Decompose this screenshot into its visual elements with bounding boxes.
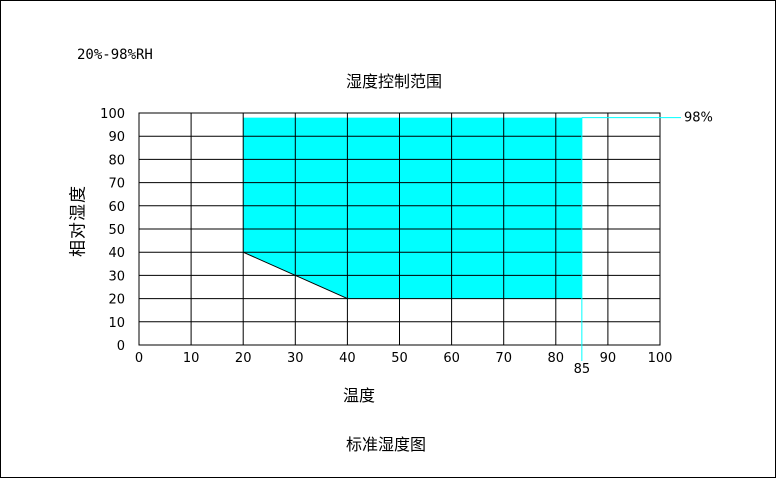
x-tick-label: 60 [443,351,460,366]
x-tick-label: 30 [287,351,304,366]
x-tick-label: 50 [391,351,408,366]
x-tick-label: 100 [648,351,673,366]
range-label: 20%-98%RH [77,47,153,63]
y-tick-label: 30 [108,269,125,284]
x-axis-title: 温度 [343,386,376,405]
x-tick-label: 0 [135,351,143,366]
y-tick-label: 40 [108,246,125,261]
figure-caption: 标准湿度图 [346,435,427,454]
x-tick-label: 80 [548,351,565,366]
x-tick-label: 90 [600,351,617,366]
x-tick-label: 40 [339,351,356,366]
x-tick-label: 20 [235,351,252,366]
y-tick-label: 90 [108,130,125,145]
temperature-limit-label: 85 [574,362,591,377]
y-tick-label: 100 [100,107,125,122]
humidity-limit-label: 98% [684,111,713,126]
plot-border [138,112,661,346]
y-tick-label: 20 [108,293,125,308]
y-tick-label: 60 [108,200,125,215]
humidity-control-region [243,117,582,299]
x-tick-label: 70 [495,351,512,366]
y-tick-label: 0 [117,339,125,354]
y-tick-label: 80 [108,153,125,168]
y-tick-label: 10 [108,316,125,331]
x-tick-label: 10 [183,351,200,366]
region-boundary-line [242,251,348,300]
y-tick-label: 70 [108,177,125,192]
y-tick-label: 50 [108,223,125,238]
chart-title: 湿度控制范围 [346,72,443,91]
